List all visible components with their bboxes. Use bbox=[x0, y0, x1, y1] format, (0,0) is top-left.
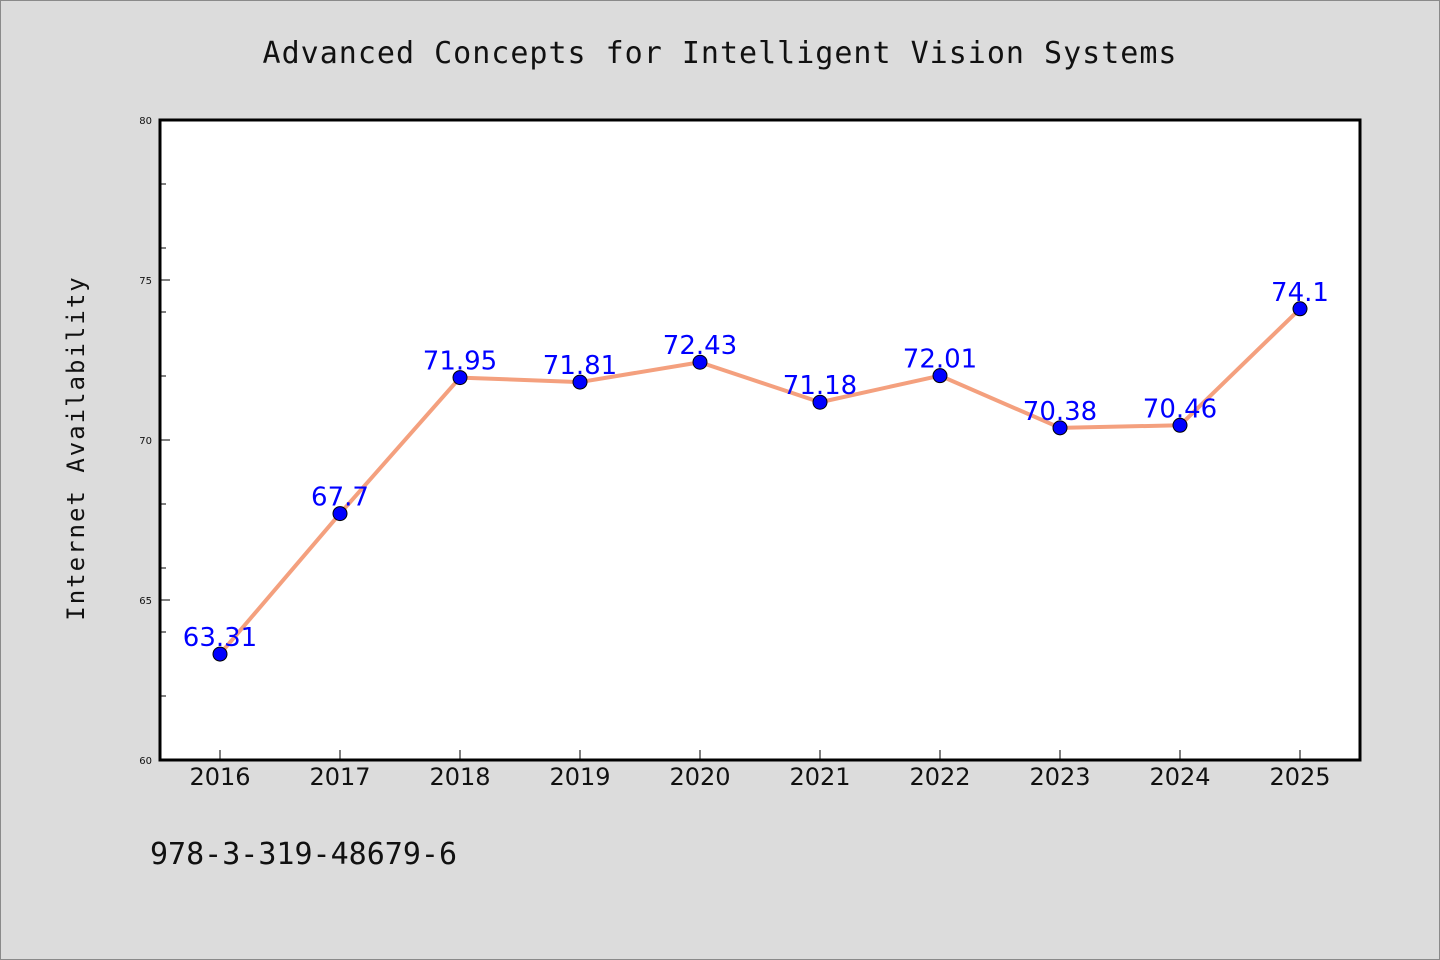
x-tick-label: 2021 bbox=[789, 763, 850, 791]
y-tick-label: 75 bbox=[139, 276, 152, 287]
x-axis-ticks: 2016 2017 2018 2019 2020 2021 2022 2023 2024 2025 bbox=[189, 750, 1331, 791]
footer-isbn: 978-3-319-48679-6 bbox=[150, 837, 457, 872]
data-label: 72.01 bbox=[903, 345, 977, 375]
y-tick-label: 65 bbox=[139, 596, 152, 607]
x-tick-label: 2020 bbox=[669, 763, 730, 791]
x-tick-label: 2016 bbox=[189, 763, 250, 791]
data-point bbox=[812, 394, 828, 410]
data-point bbox=[692, 354, 708, 370]
data-point bbox=[452, 370, 468, 386]
chart-title: Advanced Concepts for Intelligent Vision… bbox=[263, 36, 1178, 71]
data-label: 71.81 bbox=[543, 351, 617, 381]
y-tick-label: 80 bbox=[139, 116, 152, 127]
series-line bbox=[218, 307, 1302, 656]
x-tick-label: 2019 bbox=[549, 763, 610, 791]
data-label: 71.95 bbox=[423, 347, 497, 377]
data-point bbox=[932, 368, 948, 384]
plot-area bbox=[158, 118, 1362, 762]
data-label: 74.1 bbox=[1271, 278, 1329, 308]
y-tick-label: 70 bbox=[139, 436, 152, 447]
x-tick-label: 2018 bbox=[429, 763, 490, 791]
data-point bbox=[1292, 301, 1308, 317]
data-label: 70.38 bbox=[1023, 397, 1097, 427]
data-point bbox=[572, 374, 588, 390]
x-tick-label: 2025 bbox=[1269, 763, 1330, 791]
x-tick-label: 2022 bbox=[909, 763, 970, 791]
series-layer bbox=[212, 301, 1308, 662]
x-tick-label: 2017 bbox=[309, 763, 370, 791]
data-point bbox=[1172, 417, 1188, 433]
data-point bbox=[332, 506, 348, 522]
data-point bbox=[1052, 420, 1068, 436]
data-label: 63.31 bbox=[183, 623, 257, 653]
y-tick-label: 60 bbox=[139, 756, 152, 767]
x-tick-label: 2023 bbox=[1029, 763, 1090, 791]
data-label: 71.18 bbox=[783, 371, 857, 401]
data-labels: 63.31 67.7 71.95 71.81 72.43 71.18 72.01 70.38 7… bbox=[183, 278, 1329, 653]
y-axis-label: Internet Availability bbox=[62, 275, 90, 620]
data-label: 70.46 bbox=[1143, 394, 1217, 424]
data-label: 67.7 bbox=[311, 483, 369, 513]
x-tick-label: 2024 bbox=[1149, 763, 1210, 791]
data-point bbox=[212, 646, 228, 662]
data-label: 72.43 bbox=[663, 331, 737, 361]
y-axis-ticks: 60 65 70 75 80 bbox=[139, 116, 170, 767]
